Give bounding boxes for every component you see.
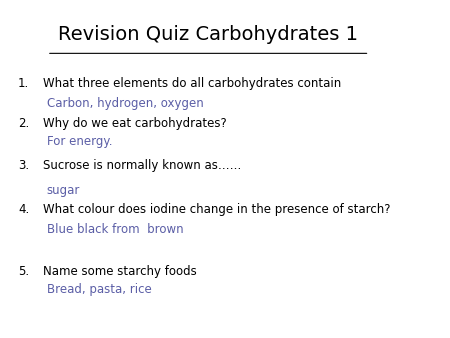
Text: Revision Quiz Carbohydrates 1: Revision Quiz Carbohydrates 1 bbox=[58, 25, 358, 44]
Text: Bread, pasta, rice: Bread, pasta, rice bbox=[47, 283, 152, 296]
Text: Sucrose is normally known as……: Sucrose is normally known as…… bbox=[43, 159, 241, 172]
Text: 1.: 1. bbox=[18, 77, 29, 90]
Text: 4.: 4. bbox=[18, 202, 29, 216]
Text: Carbon, hydrogen, oxygen: Carbon, hydrogen, oxygen bbox=[47, 97, 204, 110]
Text: 5.: 5. bbox=[18, 265, 29, 277]
Text: 2.: 2. bbox=[18, 117, 29, 130]
Text: Why do we eat carbohydrates?: Why do we eat carbohydrates? bbox=[43, 117, 226, 130]
Text: 3.: 3. bbox=[18, 159, 29, 172]
Text: Blue black from  brown: Blue black from brown bbox=[47, 223, 184, 236]
Text: sugar: sugar bbox=[47, 184, 80, 197]
Text: For energy.: For energy. bbox=[47, 136, 112, 148]
Text: What colour does iodine change in the presence of starch?: What colour does iodine change in the pr… bbox=[43, 202, 390, 216]
Text: Name some starchy foods: Name some starchy foods bbox=[43, 265, 197, 277]
Text: What three elements do all carbohydrates contain: What three elements do all carbohydrates… bbox=[43, 77, 341, 90]
